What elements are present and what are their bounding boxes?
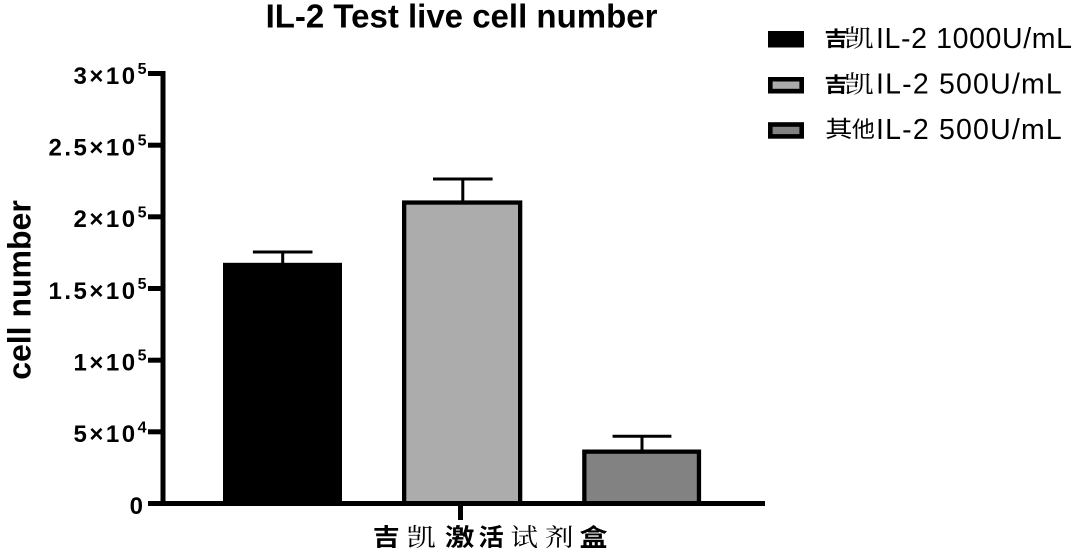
svg-text:IL-2 1000U/mL: IL-2 1000U/mL xyxy=(876,23,1073,55)
svg-text:2.5×105: 2.5×105 xyxy=(49,133,149,162)
svg-text:1.5×105: 1.5×105 xyxy=(49,276,149,305)
svg-text:cell number: cell number xyxy=(2,200,38,380)
svg-text:IL-2 500U/mL: IL-2 500U/mL xyxy=(876,69,1063,101)
svg-text:IL-2 500U/mL: IL-2 500U/mL xyxy=(876,114,1063,146)
svg-text:0: 0 xyxy=(130,493,146,520)
svg-text:1×105: 1×105 xyxy=(74,348,149,377)
svg-text:IL-2 Test live cell number: IL-2 Test live cell number xyxy=(266,0,658,35)
svg-text:3×105: 3×105 xyxy=(74,61,149,90)
svg-text:5×104: 5×104 xyxy=(74,419,149,448)
svg-text:2×105: 2×105 xyxy=(74,204,149,233)
